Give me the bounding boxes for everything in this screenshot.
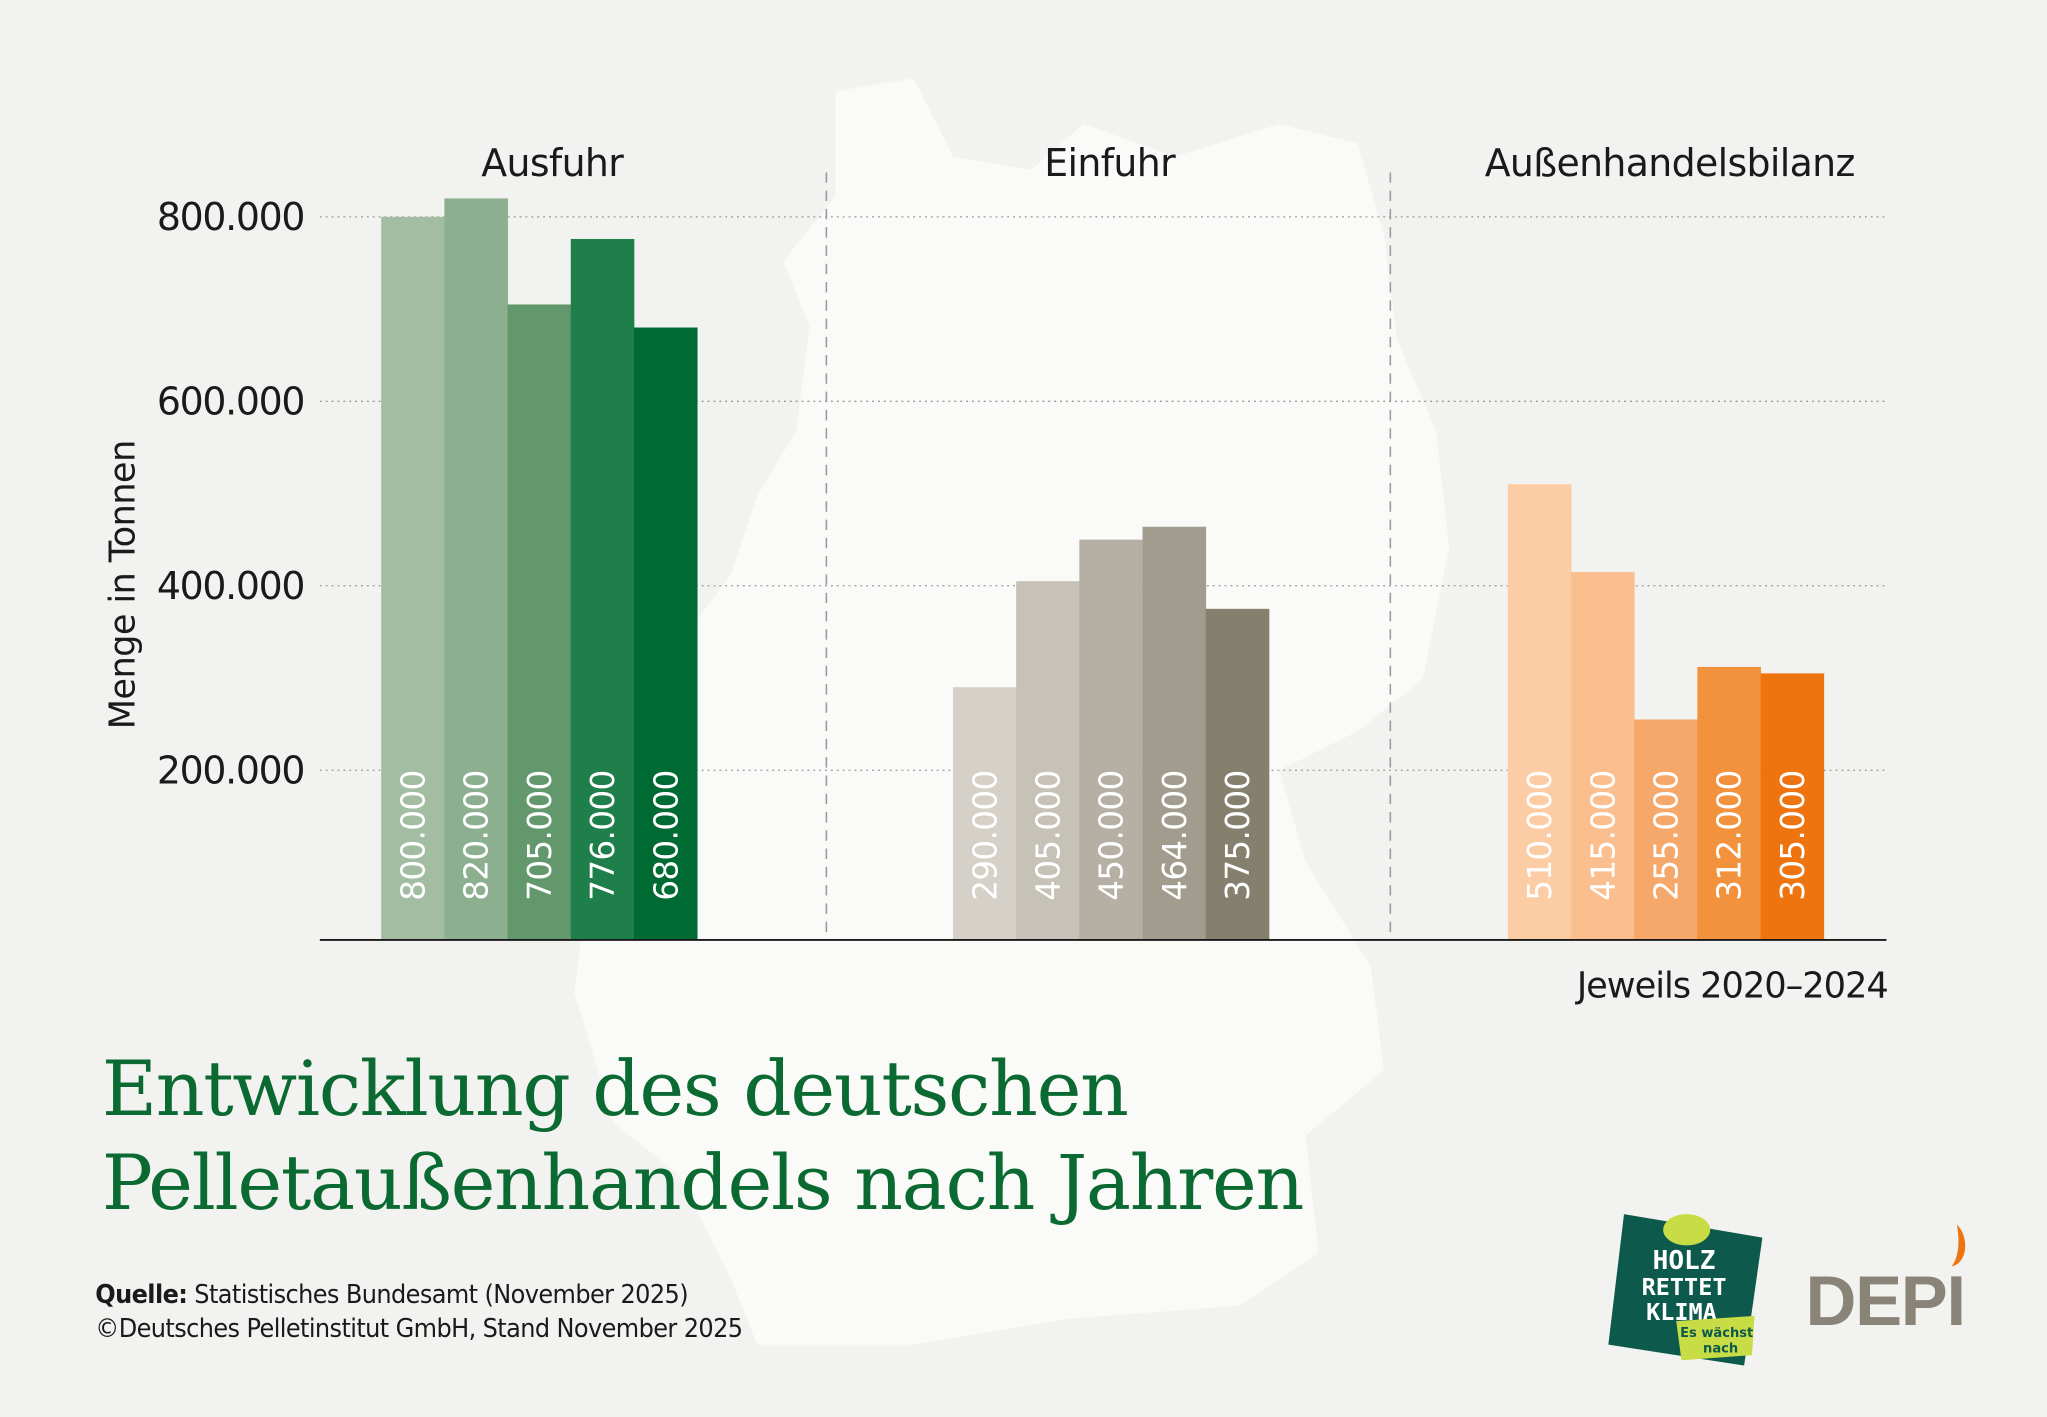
bar	[381, 216, 445, 940]
bar	[1760, 673, 1825, 940]
y-tick-label: 600.000	[157, 379, 304, 423]
bar	[570, 238, 635, 940]
bar-value-label: 312.000	[1711, 770, 1749, 900]
logo-line-1: HOLZ	[1653, 1246, 1716, 1276]
bar-value-label: 680.000	[647, 770, 685, 900]
title-line-2: Pelletaußenhandels nach Jahren	[101, 1138, 1305, 1228]
y-axis-label: Menge in Tonnen	[102, 440, 143, 729]
bar-value-label: 510.000	[1521, 770, 1559, 900]
logo-line-2: RETTET	[1642, 1273, 1727, 1301]
depi-logo: DEPI	[1805, 1224, 1975, 1342]
source-text: Statistisches Bundesamt (November 2025)	[194, 1278, 688, 1310]
flame-icon	[1951, 1224, 1966, 1267]
bar	[1697, 666, 1761, 940]
logo-tag-2: nach	[1703, 1341, 1738, 1356]
bar	[1205, 608, 1270, 940]
group-label: Einfuhr	[1044, 141, 1176, 185]
holz-rettet-klima-logo: HOLZ RETTET KLIMA Es wächst nach	[1608, 1214, 1763, 1366]
title-line-1: Entwicklung des deutschen	[101, 1044, 1129, 1134]
bar-value-label: 255.000	[1648, 770, 1686, 900]
x-axis-label: Jeweils 2020–2024	[1575, 965, 1888, 1006]
bar-value-label: 405.000	[1030, 770, 1068, 900]
group-label: Außenhandelsbilanz	[1485, 141, 1855, 185]
bar-value-label: 800.000	[395, 770, 433, 900]
bar	[507, 304, 572, 940]
copyright-text: ©Deutsches Pelletinstitut GmbH, Stand No…	[95, 1312, 743, 1344]
bar-value-label: 415.000	[1584, 770, 1622, 900]
bar-value-label: 776.000	[584, 770, 622, 900]
bar	[1016, 581, 1080, 940]
bar	[1571, 571, 1635, 940]
bar-value-label: 450.000	[1093, 770, 1131, 900]
y-tick-label: 200.000	[157, 748, 304, 792]
group-label: Ausfuhr	[481, 141, 624, 185]
bar-value-label: 820.000	[458, 770, 496, 900]
y-tick-label: 800.000	[157, 195, 304, 239]
bar	[1079, 539, 1143, 940]
y-tick-label: 400.000	[157, 564, 304, 608]
bar	[444, 198, 508, 940]
bar-value-label: 375.000	[1219, 770, 1257, 900]
chart-title: Entwicklung des deutschen Pelletaußenhan…	[101, 1042, 1305, 1230]
bar-value-label: 290.000	[966, 770, 1004, 900]
bar-value-label: 305.000	[1774, 770, 1812, 900]
bar	[1634, 719, 1698, 940]
bar	[1507, 484, 1572, 940]
source-note: Quelle: Statistisches Bundesamt (Novembe…	[95, 1277, 743, 1345]
bar	[953, 687, 1017, 940]
bar	[1142, 526, 1207, 940]
bar-value-label: 705.000	[521, 770, 559, 900]
depi-logo-text: DEPI	[1805, 1262, 1966, 1341]
bar	[633, 327, 698, 940]
source-label: Quelle:	[95, 1278, 188, 1310]
logo-tag-1: Es wächst	[1680, 1326, 1753, 1341]
bar-value-label: 464.000	[1156, 770, 1194, 900]
